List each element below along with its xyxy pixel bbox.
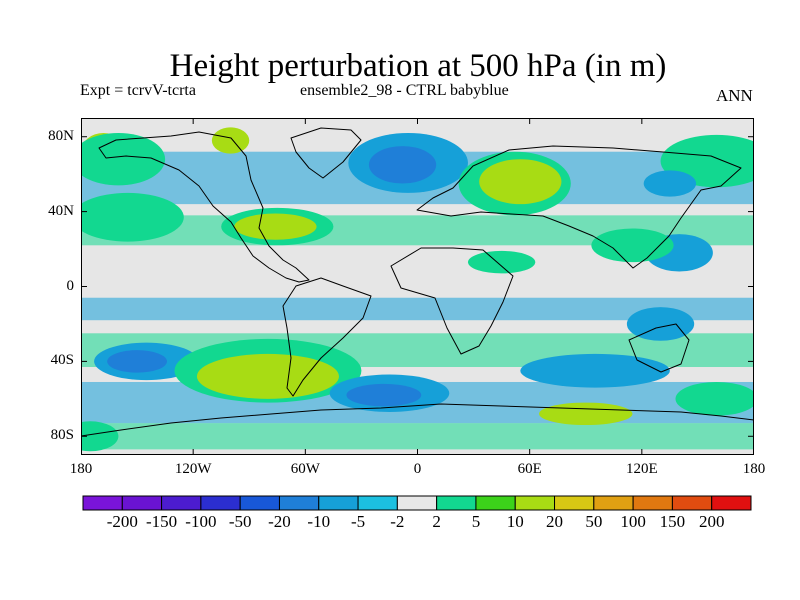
colorbar-label-11: 20: [546, 512, 564, 531]
colorbar-swatch-3: [200, 495, 241, 511]
colorbar-label-9: 5: [471, 512, 481, 531]
colorbar-swatch-7: [357, 495, 398, 511]
contour-region-19: [196, 353, 339, 399]
contour-region-1: [81, 192, 184, 242]
colorbar-label-4: -20: [268, 512, 291, 531]
coastline-antarctica: [81, 403, 754, 437]
axis-ticks: [81, 118, 754, 455]
colorbar-swatch-12: [554, 495, 595, 511]
coastline-europe-asia: [416, 145, 742, 269]
contour-region-10: [479, 159, 562, 205]
contour-region-6: [234, 213, 317, 240]
colorbar-label-13: 100: [620, 512, 646, 531]
contour-region-24: [675, 381, 754, 416]
colorbar-swatch-0: [82, 495, 123, 511]
colorbar-label-15: 200: [698, 512, 725, 531]
colorbar-label-8: 2: [432, 512, 441, 531]
contour-band-5: [81, 423, 754, 450]
colorbar-swatch-6: [318, 495, 359, 511]
colorbar-label-3: -50: [228, 512, 252, 531]
coastline-north-america: [98, 131, 310, 283]
contour-region-17: [107, 350, 167, 373]
colorbar-swatch-2: [161, 495, 202, 511]
colorbar-label-6: -5: [350, 512, 366, 531]
experiment-label: Expt = tcrvV-tcrta: [80, 82, 196, 99]
lat-label-0: 80N: [48, 127, 74, 144]
colorbar-swatch-11: [514, 495, 556, 511]
lon-label-0: 180: [69, 461, 93, 477]
colorbar-label-7: -2: [390, 512, 405, 531]
colorbar-swatch-14: [632, 495, 673, 511]
colorbar-label-2: -100: [185, 512, 217, 531]
colorbar-swatch-5: [278, 495, 320, 511]
coastline-greenland: [290, 127, 362, 179]
colorbar-label-14: 150: [659, 512, 686, 531]
lat-label-1: 40N: [48, 202, 74, 219]
contour-band-2: [81, 297, 754, 321]
contour-region-23: [520, 353, 670, 388]
colorbar-swatch-8: [396, 495, 438, 511]
colorbar-swatch-9: [436, 495, 477, 511]
colorbar-swatch-4: [239, 495, 280, 511]
season-label: ANN: [716, 86, 753, 105]
colorbar: [82, 495, 752, 511]
contour-fields: [81, 127, 754, 452]
colorbar-swatch-10: [475, 495, 516, 511]
contour-region-22: [626, 307, 695, 341]
lon-label-5: 120E: [625, 461, 658, 477]
lon-label-6: 180: [742, 461, 766, 477]
contour-region-14: [591, 228, 674, 263]
contour-region-4: [211, 127, 250, 154]
lon-label-4: 60E: [517, 461, 542, 477]
coastline-south-america: [282, 277, 372, 397]
lon-label-1: 120W: [174, 461, 212, 477]
contour-region-25: [539, 402, 633, 426]
colorbar-swatch-1: [121, 495, 163, 511]
colorbar-label-1: -150: [145, 512, 178, 531]
colorbar-label-12: 50: [585, 512, 603, 531]
lon-label-3: 0: [413, 461, 422, 477]
colorbar-swatch-16: [711, 495, 752, 511]
run-label: ensemble2_98 - CTRL babyblue: [300, 82, 509, 99]
contour-region-26: [81, 421, 119, 452]
coastline-africa: [390, 247, 514, 355]
contour-region-8: [368, 146, 437, 184]
coastline-australia: [628, 323, 690, 373]
lat-label-2: 0: [66, 277, 75, 294]
lat-label-3: 40S: [50, 352, 74, 369]
colorbar-label-10: 10: [506, 512, 524, 531]
coastlines: [81, 127, 754, 437]
lon-label-2: 60W: [290, 461, 320, 477]
colorbar-swatch-15: [671, 495, 713, 511]
colorbar-label-0: -200: [106, 512, 138, 531]
contour-region-21: [346, 383, 422, 407]
map-title: Height perturbation at 500 hPa (in m): [169, 48, 667, 84]
lat-label-4: 80S: [50, 427, 74, 444]
colorbar-swatch-13: [593, 495, 634, 511]
height-perturbation-map: [81, 118, 754, 455]
contour-region-12: [643, 170, 697, 197]
contour-region-15: [467, 250, 536, 274]
colorbar-label-5: -10: [307, 512, 331, 531]
